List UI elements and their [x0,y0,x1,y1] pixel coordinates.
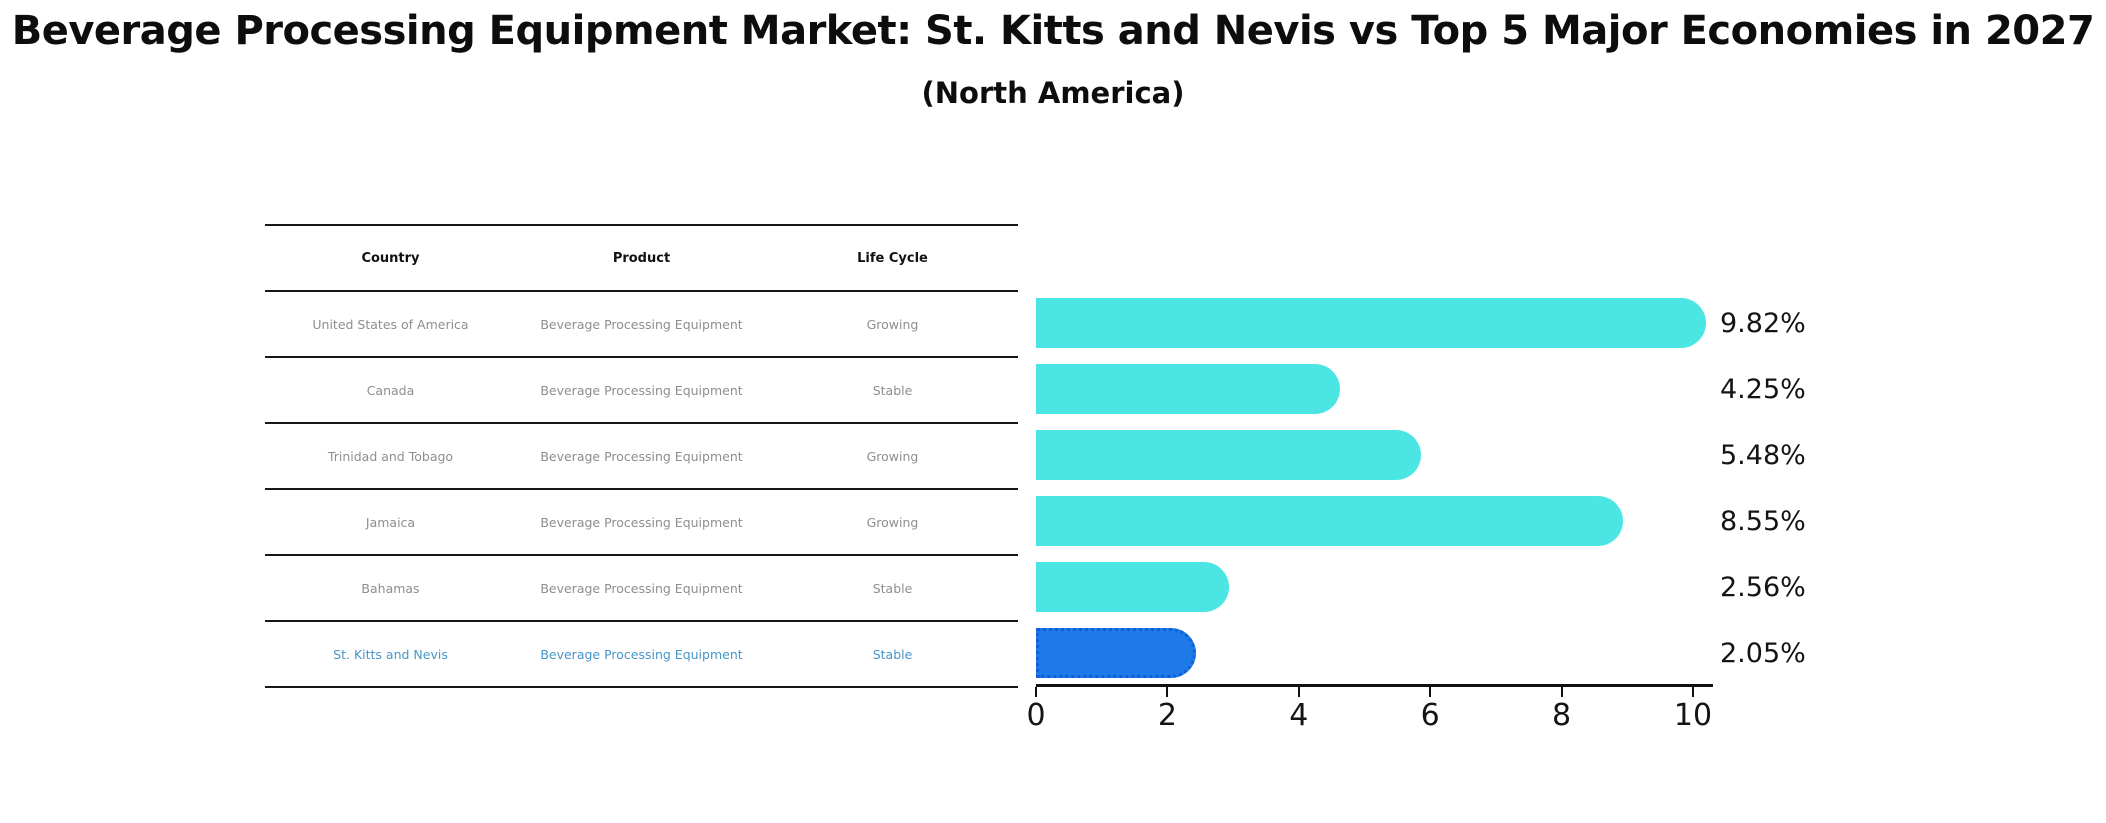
x-axis-tick [1429,687,1432,697]
bar-highlighted [1036,628,1196,678]
x-axis-tick [1035,687,1037,697]
table-cell-life-cycle: Growing [866,316,919,332]
x-axis-line [1036,684,1713,687]
x-axis-tick-label: 4 [1289,698,1309,733]
x-axis-tick-label: 0 [1026,698,1046,733]
bar-value-label: 2.56% [1720,571,1806,603]
table-cell-product: Beverage Processing Equipment [540,382,743,398]
x-axis-tick-label: 10 [1673,698,1713,733]
table-cell-life-cycle: Stable [872,382,913,398]
table-cell-product: Beverage Processing Equipment [540,448,743,464]
x-axis-tick-label: 8 [1552,698,1572,733]
table-cell-country: Canada [366,382,415,398]
table-body: United States of America Beverage Process… [265,292,1018,688]
x-axis-tick-label: 2 [1157,698,1177,733]
bar-value-label: 9.82% [1720,307,1806,339]
table-cell-life-cycle: Stable [872,646,913,662]
table-header-row: Country Product Life Cycle [265,226,1018,292]
table-cell-life-cycle: Growing [866,514,919,530]
table-cell-product: Beverage Processing Equipment [540,316,743,332]
table-row: Canada Beverage Processing Equipment Stabl… [265,358,1018,424]
chart-title: Beverage Processing Equipment Market: St… [11,8,2095,54]
bar-value-label: 8.55% [1720,505,1806,537]
table-cell-life-cycle: Growing [866,448,919,464]
table-cell-product: Beverage Processing Equipment [540,514,743,530]
bar [1036,562,1230,612]
bar [1036,496,1623,546]
x-axis-tick [1166,687,1169,697]
bar-value-label: 2.05% [1720,637,1806,669]
table-cell-life-cycle: Stable [872,580,913,596]
table-cell-product: Beverage Processing Equipment [540,580,743,596]
table-cell-country: Trinidad and Tobago [327,448,454,464]
column-header-product: Product [612,250,671,266]
table-row: St. Kitts and Nevis Beverage Processing E… [265,622,1018,688]
table-row: Jamaica Beverage Processing Equipment Grow… [265,490,1018,556]
table-cell-country: United States of America [312,316,469,332]
bar [1036,298,1707,348]
bar [1036,430,1422,480]
table-cell-country: Bahamas [361,580,420,596]
bar-value-label: 4.25% [1720,373,1806,405]
x-axis-tick [1692,687,1694,697]
x-axis-tick [1560,687,1563,697]
column-header-country: Country [361,250,420,266]
chart-subtitle: (North America) [921,76,1185,110]
column-header-life-cycle: Life Cycle [857,250,928,266]
table-cell-product: Beverage Processing Equipment [540,646,743,662]
bar [1036,364,1341,414]
table-cell-country: Jamaica [365,514,416,530]
table-cell-country: St. Kitts and Nevis [333,646,448,662]
table-row: Bahamas Beverage Processing Equipment Stab… [265,556,1018,622]
bar-value-label: 5.48% [1720,439,1806,471]
x-axis-tick-label: 6 [1420,698,1440,733]
country-table: Country Product Life Cycle United States… [265,224,1018,688]
table-row: Trinidad and Tobago Beverage Processing E… [265,424,1018,490]
table-row: United States of America Beverage Process… [265,292,1018,358]
x-axis-tick [1297,687,1300,697]
